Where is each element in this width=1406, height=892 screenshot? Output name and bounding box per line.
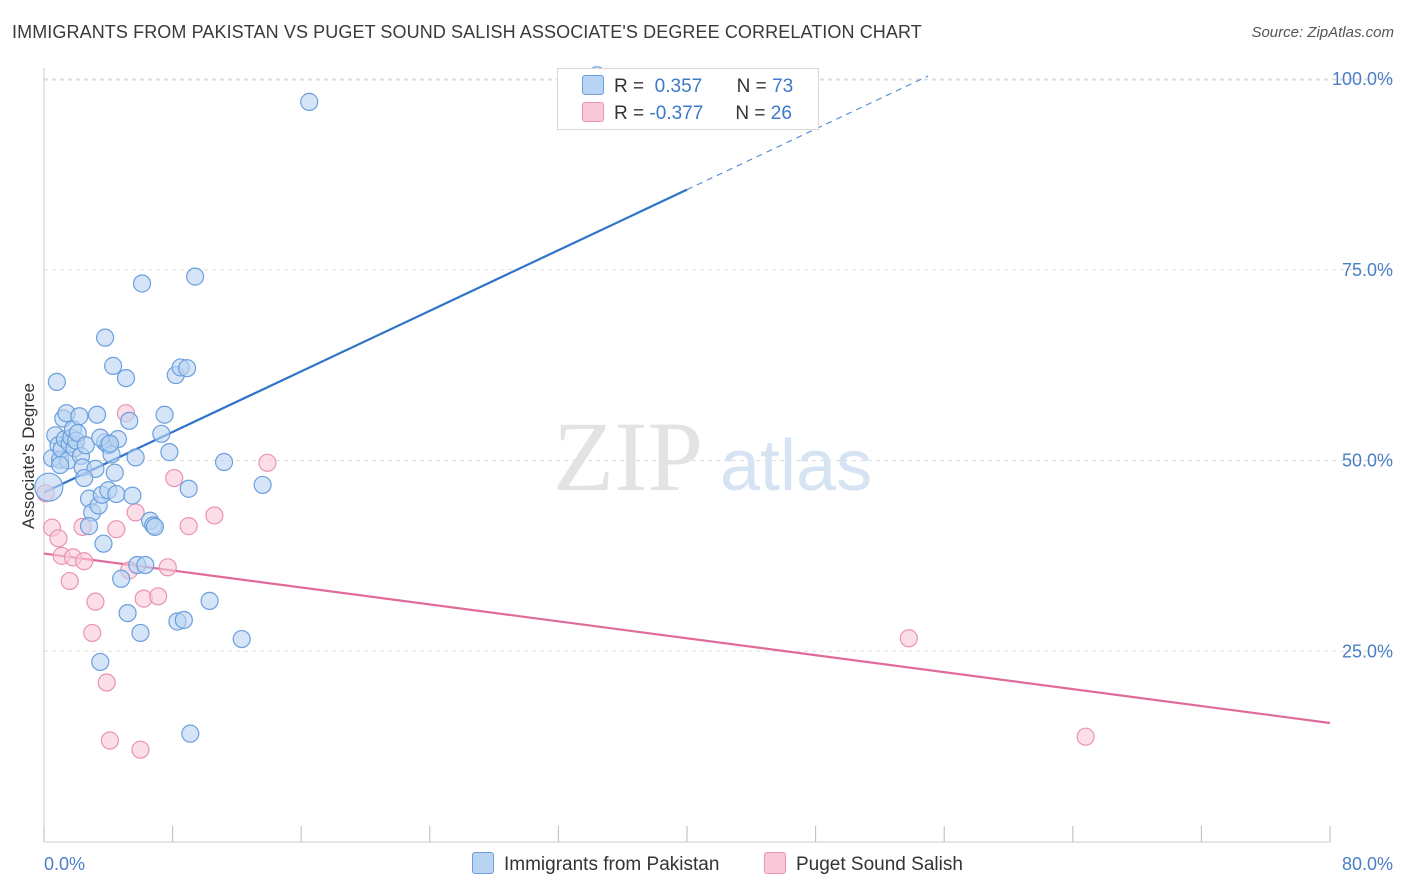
data-point-salish — [60, 571, 79, 591]
trend-line-pakistan — [43, 188, 688, 494]
data-point-pakistan — [104, 356, 123, 375]
stats-row-salish: R = -0.377 N = 26 — [582, 102, 792, 126]
data-point-pakistan — [177, 359, 197, 378]
data-point-salish — [165, 468, 184, 488]
data-point-salish — [258, 453, 277, 472]
data-point-pakistan — [107, 484, 126, 504]
data-point-pakistan — [112, 569, 131, 588]
data-point-salish — [179, 517, 198, 536]
r-value: 0.357 — [654, 76, 703, 97]
trend-line-pakistan-extension — [686, 75, 929, 191]
data-point-pakistan — [200, 591, 219, 610]
stats-row-pakistan: R = 0.357 N = 73 — [582, 75, 793, 99]
pink-swatch — [764, 852, 786, 874]
data-point-pakistan — [34, 472, 64, 502]
data-point-pakistan — [123, 486, 142, 505]
data-point-pakistan — [132, 274, 152, 293]
data-point-pakistan — [136, 555, 155, 575]
data-point-salish — [899, 629, 918, 648]
data-point-pakistan — [105, 463, 124, 482]
y-tick-label: 50.0% — [1342, 451, 1393, 471]
data-point-pakistan — [300, 92, 319, 111]
data-point-pakistan — [116, 368, 136, 388]
n-label: N = — [735, 103, 766, 124]
data-point-salish — [149, 587, 168, 606]
data-point-pakistan — [87, 405, 107, 424]
data-point-pakistan — [47, 372, 66, 392]
data-point-pakistan — [214, 452, 234, 472]
n-value: 73 — [772, 76, 794, 97]
blue-swatch — [472, 852, 494, 874]
data-point-salish — [107, 520, 126, 539]
data-point-salish — [75, 552, 94, 571]
data-point-salish — [205, 506, 224, 525]
data-point-salish — [97, 673, 116, 692]
chart-title: IMMIGRANTS FROM PAKISTAN VS PUGET SOUND … — [12, 22, 922, 42]
data-point-salish — [86, 592, 105, 611]
data-point-pakistan — [79, 517, 99, 536]
y-axis-label: Associate's Degree — [19, 383, 38, 529]
grid-layer — [44, 78, 1392, 652]
stats-legend: R = 0.357 N = 73 R = -0.377 N = 26 — [557, 68, 819, 130]
legend-item-salish[interactable]: Puget Sound Salish — [764, 852, 963, 876]
legend-item-pakistan[interactable]: Immigrants from Pakistan — [472, 852, 719, 876]
r-label: R = — [614, 103, 645, 124]
data-point-pakistan — [174, 610, 193, 630]
data-point-salish — [158, 558, 177, 577]
data-point-pakistan — [94, 534, 113, 553]
tick-labels: 25.0% 50.0% 75.0% 100.0% 0.0% 80.0% — [44, 69, 1393, 874]
n-value: 26 — [770, 103, 792, 124]
pink-swatch — [582, 102, 604, 122]
data-point-pakistan — [253, 475, 272, 495]
source-credit: Source: ZipAtlas.com — [1251, 24, 1394, 41]
n-label: N = — [736, 76, 767, 97]
data-point-pakistan — [118, 603, 137, 623]
data-point-pakistan — [145, 517, 165, 536]
y-tick-label: 75.0% — [1342, 260, 1393, 280]
data-point-pakistan — [155, 405, 174, 424]
watermark: ZIP atlas — [553, 401, 872, 512]
watermark-zip: ZIP — [553, 401, 703, 512]
data-point-pakistan — [131, 623, 150, 643]
x-tick-label: 80.0% — [1342, 854, 1393, 874]
watermark-atlas: atlas — [720, 426, 872, 506]
data-point-salish — [100, 731, 120, 750]
y-tick-label: 100.0% — [1332, 69, 1393, 89]
data-point-salish — [49, 529, 68, 548]
data-point-pakistan — [91, 652, 110, 672]
r-label: R = — [614, 76, 645, 97]
legend-label: Puget Sound Salish — [796, 854, 963, 875]
data-point-pakistan — [70, 407, 89, 426]
x-tick-label: 0.0% — [44, 854, 85, 874]
data-point-pakistan — [152, 424, 171, 443]
y-tick-label: 25.0% — [1342, 641, 1393, 661]
data-point-pakistan — [232, 629, 251, 649]
data-point-pakistan — [181, 724, 200, 743]
data-point-pakistan — [120, 411, 139, 430]
r-value: -0.377 — [649, 103, 704, 124]
data-point-pakistan — [179, 479, 198, 498]
legend-label: Immigrants from Pakistan — [504, 854, 720, 875]
blue-swatch — [582, 75, 604, 95]
data-points — [34, 66, 1095, 759]
data-point-pakistan — [75, 468, 94, 488]
trend-line-salish — [43, 552, 1331, 725]
data-point-salish — [131, 740, 150, 759]
data-point-pakistan — [186, 267, 205, 286]
data-point-pakistan — [126, 448, 145, 467]
data-point-pakistan — [160, 443, 179, 462]
data-point-pakistan — [76, 436, 95, 455]
data-point-pakistan — [95, 328, 115, 347]
data-point-pakistan — [100, 434, 120, 453]
data-point-salish — [1076, 727, 1095, 746]
data-point-pakistan — [50, 455, 70, 475]
data-point-salish — [83, 623, 102, 643]
trend-lines — [43, 75, 1331, 725]
